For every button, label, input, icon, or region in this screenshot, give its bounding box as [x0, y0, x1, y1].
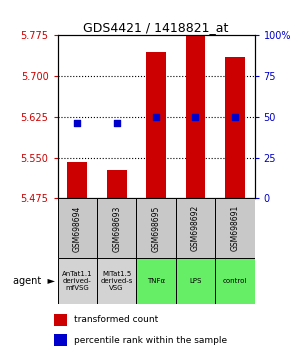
Text: GSM698694: GSM698694	[73, 205, 82, 252]
Text: control: control	[223, 279, 247, 284]
Bar	[215, 198, 255, 258]
Text: GSM698692: GSM698692	[191, 205, 200, 251]
Bar	[58, 258, 97, 304]
Text: agent  ►: agent ►	[12, 276, 55, 286]
Text: percentile rank within the sample: percentile rank within the sample	[74, 336, 227, 345]
Bar	[176, 258, 215, 304]
Bar	[186, 35, 205, 198]
Text: GSM698695: GSM698695	[152, 205, 161, 252]
Text: GSM698693: GSM698693	[112, 205, 121, 252]
Bar	[107, 170, 127, 198]
Point	[232, 115, 237, 120]
Point	[114, 120, 119, 126]
Bar	[136, 198, 176, 258]
Text: MITat1.5
derived-s
VSG: MITat1.5 derived-s VSG	[101, 272, 133, 291]
Bar	[97, 198, 136, 258]
Text: transformed count: transformed count	[74, 315, 158, 324]
Bar	[58, 198, 97, 258]
Text: LPS: LPS	[189, 279, 201, 284]
Bar	[54, 314, 67, 326]
Bar	[146, 52, 166, 198]
Point	[154, 114, 158, 120]
Bar	[225, 57, 245, 198]
Bar	[136, 258, 176, 304]
Bar	[215, 258, 255, 304]
Point	[75, 120, 80, 126]
Text: GSM698691: GSM698691	[230, 205, 239, 251]
Text: TNFα: TNFα	[147, 279, 165, 284]
Title: GDS4421 / 1418821_at: GDS4421 / 1418821_at	[83, 21, 229, 34]
Bar	[97, 258, 136, 304]
Bar	[54, 334, 67, 346]
Text: AnTat1.1
derived-
mfVSG: AnTat1.1 derived- mfVSG	[62, 272, 93, 291]
Point	[193, 114, 198, 120]
Bar	[176, 198, 215, 258]
Bar	[67, 162, 87, 198]
